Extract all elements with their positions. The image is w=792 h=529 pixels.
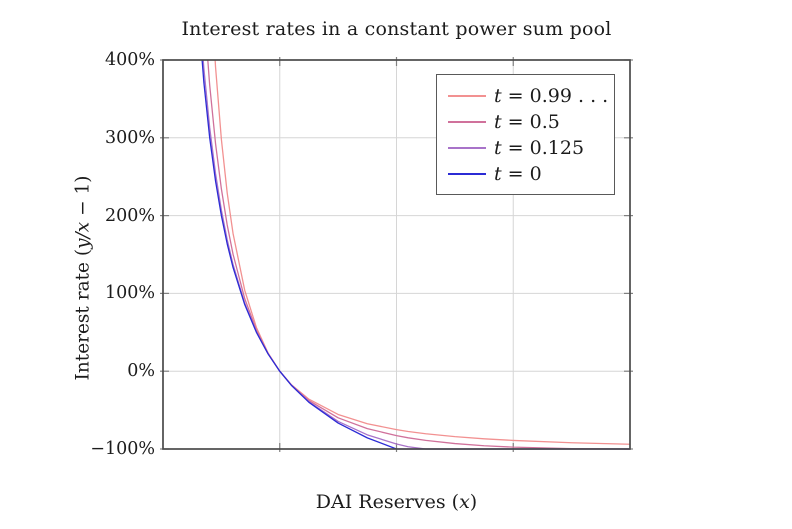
legend-label: t = 0	[494, 163, 542, 185]
series-line-0.125	[202, 60, 630, 450]
y-axis-label: Interest rate (y/x − 1)	[72, 175, 94, 381]
series-line-0.5	[207, 60, 630, 450]
legend-line-sample	[448, 173, 486, 175]
series-line-0.99...	[214, 60, 630, 445]
legend-line-sample	[448, 121, 486, 123]
x-axis-label: DAI Reserves (x)	[315, 491, 478, 513]
legend-item: t = 0.5	[437, 109, 614, 135]
curves	[201, 60, 630, 450]
y-tick-label: 200%	[104, 206, 155, 226]
y-tick-label: −100%	[90, 439, 155, 459]
y-tick-label: 400%	[104, 50, 155, 70]
legend: t = 0.99 . . . t = 0.5 t = 0.125 t = 0	[436, 74, 615, 195]
legend-item: t = 0	[437, 161, 614, 187]
y-tick-label: 0%	[127, 361, 155, 381]
legend-item: t = 0.125	[437, 135, 614, 161]
legend-label: t = 0.125	[494, 137, 585, 159]
legend-label: t = 0.99 . . .	[494, 85, 609, 107]
chart-title: Interest rates in a constant power sum p…	[181, 18, 612, 40]
y-tick-label: 300%	[104, 128, 155, 148]
axis-box	[162, 59, 631, 450]
legend-item: t = 0.99 . . .	[437, 83, 614, 109]
legend-line-sample	[448, 95, 486, 97]
legend-line-sample	[448, 147, 486, 149]
legend-label: t = 0.5	[494, 111, 560, 133]
y-tick-label: 100%	[104, 283, 155, 303]
